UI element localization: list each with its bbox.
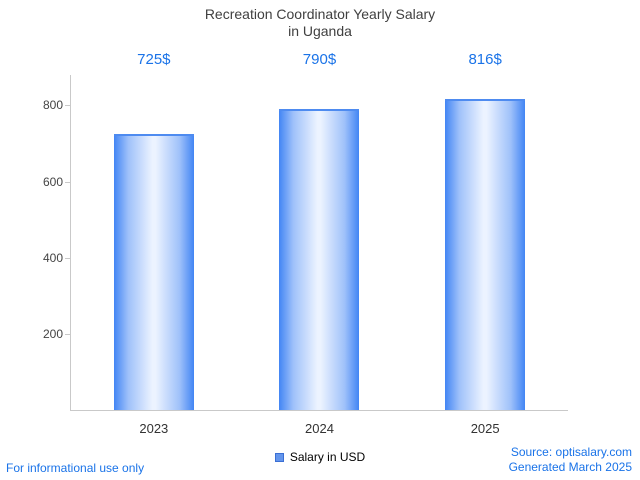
- y-tick-mark: [65, 257, 71, 259]
- y-tick-label: 600: [42, 174, 63, 189]
- source-text[interactable]: Source: optisalary.com: [510, 445, 632, 459]
- y-tick-label: 200: [42, 326, 63, 341]
- y-tick-label: 400: [42, 250, 63, 265]
- source-block: Source: optisalary.com Generated March 2…: [509, 445, 632, 475]
- chart-title-line2: in Uganda: [288, 23, 352, 39]
- bar-2023[interactable]: [113, 134, 194, 410]
- x-axis-label: 2025: [470, 421, 500, 436]
- category-band: 725$ 2023: [71, 51, 237, 436]
- category-band: 790$ 2024: [237, 51, 403, 436]
- y-tick-mark: [65, 181, 71, 183]
- plot-area: 200 400 600 800 725$ 2023 790$ 2024 816$ 2025: [43, 51, 568, 436]
- bar-2025[interactable]: [445, 99, 526, 410]
- category-band: 816$ 2025: [402, 51, 568, 436]
- bar-value-label: 790$: [302, 51, 337, 68]
- y-tick-label: 800: [42, 98, 63, 113]
- disclaimer-text: For informational use only: [6, 461, 145, 475]
- x-axis-label: 2024: [305, 421, 334, 436]
- bar-value-label: 725$: [137, 51, 171, 68]
- legend-swatch-icon: [274, 452, 284, 462]
- bar-value-label: 816$: [468, 51, 502, 68]
- chart-title-line1: Recreation Coordinator Yearly Salary: [204, 6, 436, 22]
- legend-label: Salary in USD: [289, 450, 366, 464]
- x-axis-label: 2023: [139, 421, 169, 436]
- generated-text: Generated March 2025: [508, 460, 632, 474]
- chart-legend[interactable]: Salary in USD: [0, 450, 640, 464]
- y-tick-mark: [65, 105, 71, 107]
- y-tick-mark: [65, 333, 71, 335]
- chart-title: Recreation Coordinator Yearly Salary in …: [0, 6, 640, 40]
- bar-2024[interactable]: [279, 109, 360, 410]
